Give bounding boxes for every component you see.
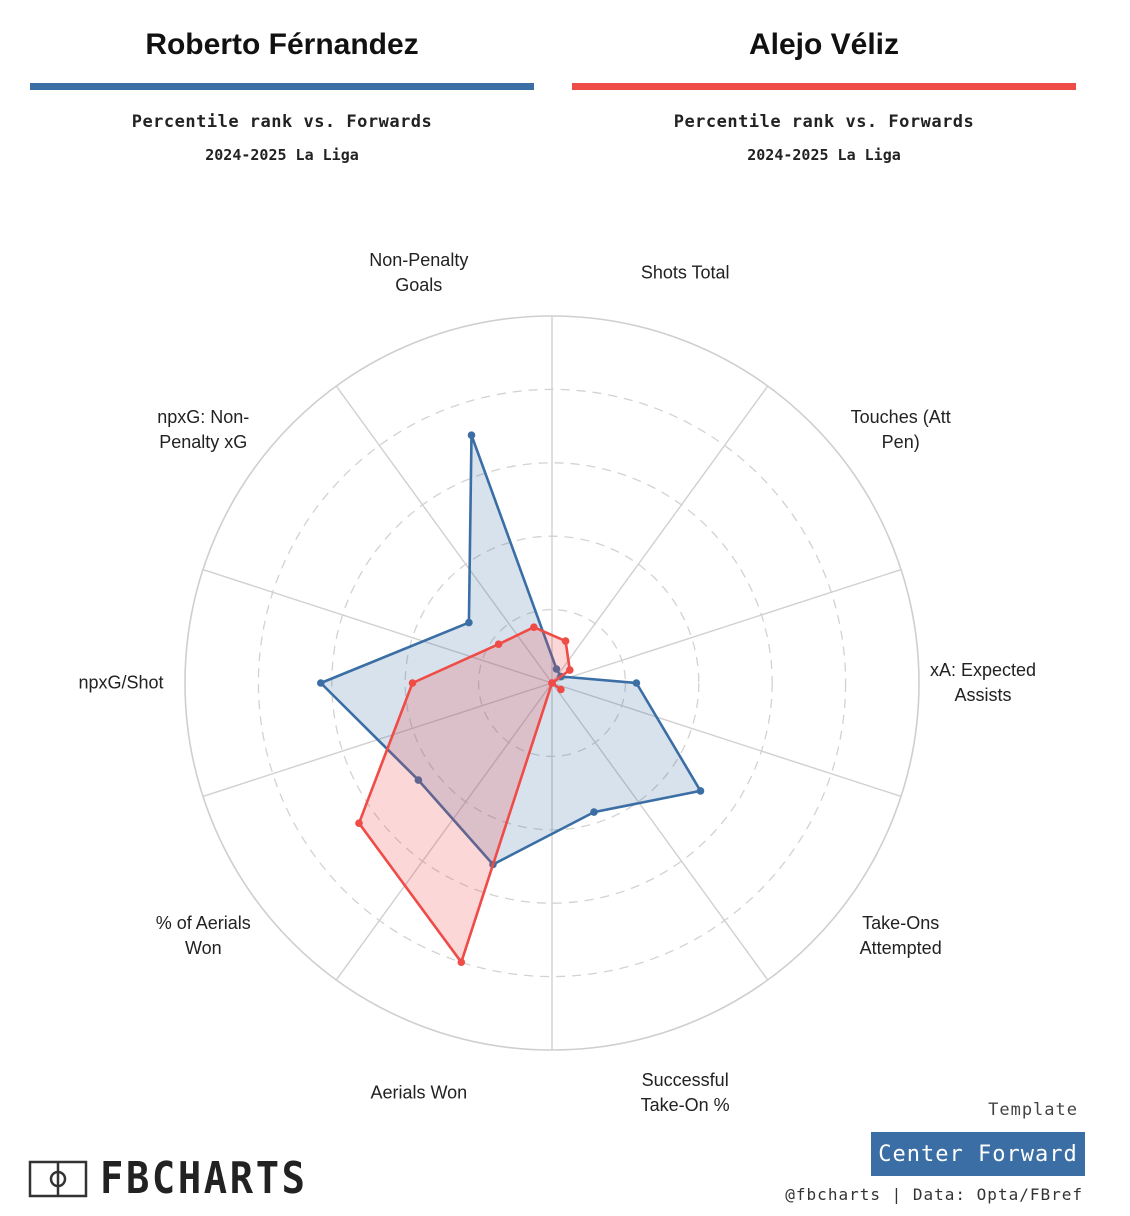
axis-label-4: Take-Ons Attempted	[859, 913, 942, 959]
template-badge: Center Forward	[871, 1132, 1085, 1176]
series-2-point-5	[548, 679, 556, 687]
radar-spoke-9	[202, 568, 553, 684]
series-2-point-6	[457, 958, 466, 966]
radar-spoke-3	[551, 568, 902, 684]
player2-name: Alejo Véliz	[748, 28, 900, 61]
radar-spoke-7	[335, 682, 553, 981]
series-2-point-2	[566, 666, 574, 674]
series-2-point-4	[557, 685, 565, 694]
series-1-point-1	[552, 665, 561, 673]
axis-label-3: xA: Expected Assists	[929, 660, 1037, 705]
series-2-point-1	[561, 637, 570, 645]
axis-label-8: npxG/Shot	[78, 672, 164, 693]
player1-color-bar	[30, 83, 534, 90]
radar-spoke-2	[551, 385, 769, 684]
logo-text: FBCHARTS	[100, 1153, 308, 1204]
template-label: Template	[988, 1100, 1078, 1120]
series-2-point-10	[530, 623, 538, 631]
player1-name: Roberto Férnandez	[145, 28, 419, 61]
series-1-point-3	[632, 679, 641, 687]
pitch-icon	[28, 1160, 88, 1197]
axis-label-2: Touches (Att Pen)	[850, 406, 951, 452]
series-1-point-7	[414, 776, 423, 784]
credits: @fbcharts | Data: Opta/FBref	[785, 1185, 1083, 1204]
axis-label-6: Aerials Won	[370, 1082, 468, 1103]
series-2-point-9	[494, 640, 503, 648]
series-2-point-7	[355, 819, 363, 827]
series-1-point-4	[696, 787, 705, 795]
player1-subtitle: Percentile rank vs. Forwards	[131, 112, 433, 132]
series-1-point-8	[317, 679, 325, 687]
series-1-point-10	[467, 431, 476, 440]
radar-spoke-5	[551, 682, 769, 981]
radar-grid-ring-3	[331, 462, 773, 904]
series-1-point-5	[590, 808, 598, 816]
axis-label-5: Successful Take-On %	[640, 1069, 730, 1115]
axis-label-7: % of Aerials Won	[155, 913, 251, 959]
player2-subtitle: Percentile rank vs. Forwards	[673, 112, 975, 132]
fbcharts-logo: FBCHARTS	[28, 1153, 336, 1204]
axis-label-9: npxG: Non-Penalty xG	[157, 406, 250, 452]
series-1-point-9	[465, 618, 473, 627]
player1-season: 2024-2025 La Liga	[205, 146, 359, 164]
radar-spoke-10	[335, 385, 553, 684]
series-2-point-8	[408, 679, 417, 687]
player2-color-bar	[572, 83, 1076, 90]
player2-season: 2024-2025 La Liga	[747, 146, 901, 164]
axis-label-1: Shots Total	[640, 262, 730, 283]
radar-spoke-4	[551, 682, 902, 798]
axis-label-10: Non-Penalty Goals	[369, 250, 469, 296]
